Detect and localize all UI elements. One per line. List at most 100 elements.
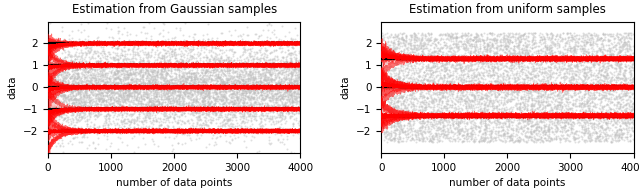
Point — [422, 138, 432, 141]
Point — [287, 98, 298, 101]
Point — [492, 77, 502, 80]
Point — [86, 46, 96, 49]
Point — [602, 125, 612, 129]
Point — [89, 62, 99, 65]
Point — [460, 47, 470, 50]
Point — [390, 46, 400, 49]
Point — [260, 94, 271, 97]
Point — [402, 93, 412, 97]
Point — [131, 108, 141, 111]
Point — [287, 72, 297, 75]
Point — [79, 104, 90, 107]
Point — [421, 64, 431, 67]
Point — [509, 118, 519, 121]
Point — [70, 89, 80, 92]
Point — [504, 107, 515, 110]
Point — [620, 112, 630, 115]
Point — [268, 111, 278, 114]
Point — [414, 44, 424, 47]
Point — [393, 139, 403, 142]
Point — [583, 99, 593, 102]
Point — [381, 73, 391, 76]
Point — [402, 80, 412, 83]
Point — [101, 83, 111, 86]
Point — [234, 74, 244, 78]
Point — [159, 111, 169, 114]
Point — [524, 54, 534, 58]
Point — [120, 65, 131, 68]
Point — [181, 81, 191, 84]
Point — [460, 117, 470, 120]
Point — [495, 139, 506, 142]
Point — [107, 46, 117, 49]
Point — [59, 104, 69, 108]
Point — [174, 46, 184, 50]
Point — [253, 96, 264, 99]
Point — [466, 73, 476, 76]
Point — [191, 72, 201, 75]
Point — [417, 37, 427, 40]
Point — [273, 74, 284, 77]
Point — [287, 87, 297, 90]
Point — [70, 121, 81, 124]
Point — [241, 110, 251, 113]
Point — [607, 34, 618, 37]
Point — [440, 57, 450, 60]
Point — [608, 54, 618, 57]
Point — [588, 133, 598, 136]
Point — [243, 78, 253, 82]
Point — [62, 66, 72, 69]
Point — [624, 43, 634, 46]
Point — [159, 98, 170, 101]
Point — [417, 60, 428, 63]
Point — [382, 50, 392, 53]
Point — [251, 32, 261, 35]
Point — [499, 109, 509, 112]
Point — [423, 114, 433, 117]
Point — [129, 70, 139, 73]
Point — [403, 113, 413, 116]
Point — [439, 79, 449, 82]
Point — [487, 44, 497, 48]
Point — [177, 99, 188, 102]
Point — [449, 79, 459, 83]
Point — [49, 92, 59, 95]
Point — [100, 86, 111, 89]
Point — [443, 98, 453, 102]
Point — [278, 93, 288, 96]
Point — [603, 61, 613, 64]
Point — [239, 60, 250, 63]
Point — [151, 84, 161, 87]
Point — [444, 75, 454, 79]
Point — [124, 72, 134, 75]
Point — [76, 50, 86, 53]
Point — [246, 98, 257, 101]
Point — [458, 90, 468, 93]
Point — [232, 71, 242, 74]
Point — [568, 82, 579, 85]
Point — [603, 66, 613, 69]
Point — [138, 125, 148, 129]
Point — [109, 83, 120, 86]
Point — [387, 97, 397, 100]
Point — [596, 47, 606, 51]
Point — [602, 73, 612, 76]
Point — [167, 88, 177, 91]
Point — [252, 92, 262, 95]
Point — [546, 57, 556, 60]
Point — [438, 52, 449, 55]
Point — [611, 78, 621, 81]
Point — [238, 119, 248, 122]
Point — [109, 113, 119, 116]
Point — [476, 112, 486, 115]
Point — [494, 99, 504, 102]
Point — [442, 65, 452, 68]
Point — [186, 102, 196, 105]
Point — [234, 76, 244, 80]
Point — [584, 93, 594, 96]
Point — [616, 40, 626, 43]
Point — [161, 97, 172, 100]
Point — [289, 79, 299, 83]
Point — [164, 80, 175, 83]
Point — [108, 98, 118, 101]
